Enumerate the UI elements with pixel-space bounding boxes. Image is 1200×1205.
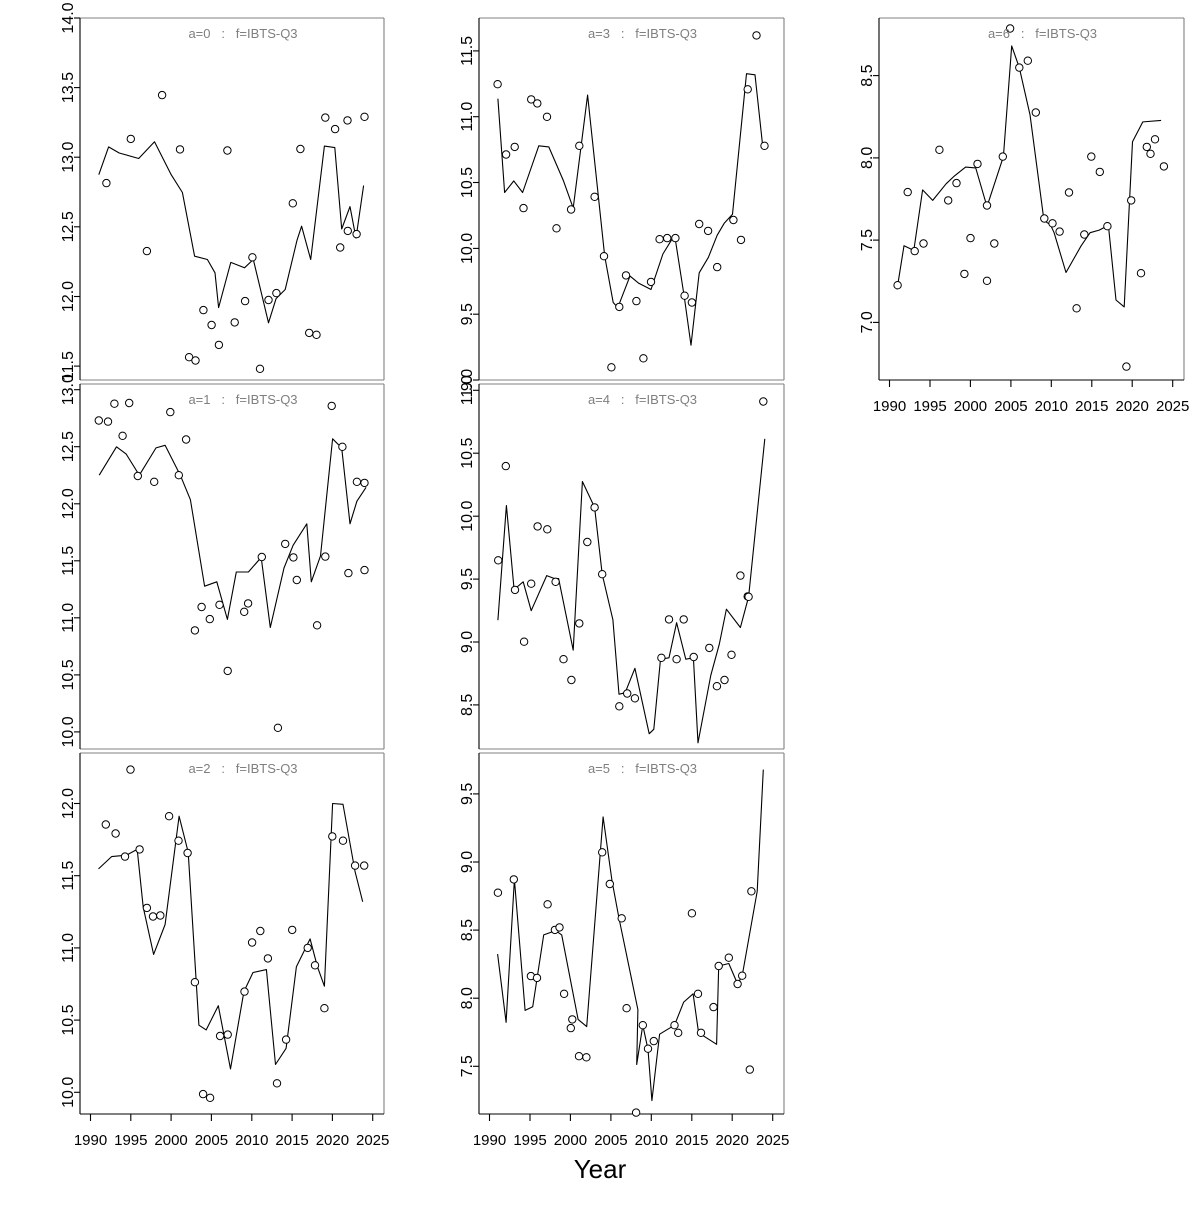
svg-text:9.5: 9.5 bbox=[459, 303, 476, 325]
svg-text:1990: 1990 bbox=[74, 1132, 107, 1149]
svg-text:a=0 : f=IBTS-Q3: a=0 : f=IBTS-Q3 bbox=[188, 26, 297, 41]
svg-text:11.0: 11.0 bbox=[60, 933, 77, 963]
svg-text:2015: 2015 bbox=[675, 1132, 708, 1149]
svg-text:a=5 : f=IBTS-Q3: a=5 : f=IBTS-Q3 bbox=[588, 761, 697, 776]
svg-text:14.0: 14.0 bbox=[60, 2, 77, 33]
svg-text:9.0: 9.0 bbox=[459, 631, 476, 653]
svg-text:7.5: 7.5 bbox=[859, 229, 876, 251]
svg-text:2000: 2000 bbox=[554, 1132, 587, 1149]
svg-text:2025: 2025 bbox=[1156, 398, 1189, 415]
svg-text:11.5: 11.5 bbox=[60, 546, 77, 576]
svg-text:11.0: 11.0 bbox=[60, 603, 77, 633]
svg-text:12.0: 12.0 bbox=[60, 788, 77, 819]
svg-text:1990: 1990 bbox=[873, 398, 906, 415]
svg-text:8.0: 8.0 bbox=[459, 987, 476, 1009]
svg-text:9.5: 9.5 bbox=[459, 568, 476, 590]
svg-text:2025: 2025 bbox=[756, 1132, 789, 1149]
svg-text:a=4 : f=IBTS-Q3: a=4 : f=IBTS-Q3 bbox=[588, 392, 697, 407]
svg-text:12.5: 12.5 bbox=[60, 211, 77, 242]
svg-text:1995: 1995 bbox=[913, 398, 946, 415]
svg-text:a=3 : f=IBTS-Q3: a=3 : f=IBTS-Q3 bbox=[588, 26, 697, 41]
svg-text:10.5: 10.5 bbox=[60, 659, 77, 690]
svg-text:10.0: 10.0 bbox=[459, 501, 476, 532]
svg-text:7.5: 7.5 bbox=[459, 1055, 476, 1077]
svg-text:1995: 1995 bbox=[114, 1132, 147, 1149]
svg-text:13.5: 13.5 bbox=[60, 72, 77, 103]
svg-text:2025: 2025 bbox=[356, 1132, 389, 1149]
svg-text:11.5: 11.5 bbox=[60, 861, 77, 891]
svg-text:2010: 2010 bbox=[1035, 398, 1068, 415]
svg-text:9.5: 9.5 bbox=[459, 783, 476, 805]
svg-text:2005: 2005 bbox=[594, 1132, 627, 1149]
svg-text:12.0: 12.0 bbox=[60, 488, 77, 519]
svg-text:a=1 : f=IBTS-Q3: a=1 : f=IBTS-Q3 bbox=[188, 392, 297, 407]
svg-text:10.5: 10.5 bbox=[459, 167, 476, 198]
svg-text:2010: 2010 bbox=[235, 1132, 268, 1149]
svg-text:10.0: 10.0 bbox=[459, 233, 476, 264]
svg-text:1990: 1990 bbox=[473, 1132, 506, 1149]
svg-text:10.0: 10.0 bbox=[60, 1077, 77, 1108]
svg-text:10.5: 10.5 bbox=[459, 438, 476, 469]
svg-text:2020: 2020 bbox=[1116, 398, 1149, 415]
svg-text:11.5: 11.5 bbox=[459, 36, 476, 66]
svg-text:2000: 2000 bbox=[154, 1132, 187, 1149]
svg-text:10.5: 10.5 bbox=[60, 1004, 77, 1035]
svg-text:12.0: 12.0 bbox=[60, 281, 77, 312]
svg-text:11.0: 11.0 bbox=[459, 102, 476, 132]
svg-text:8.5: 8.5 bbox=[459, 919, 476, 941]
svg-text:a=6 : f=IBTS-Q3: a=6 : f=IBTS-Q3 bbox=[988, 26, 1097, 41]
svg-text:2015: 2015 bbox=[275, 1132, 308, 1149]
svg-text:Year: Year bbox=[574, 1154, 627, 1184]
svg-text:7.0: 7.0 bbox=[859, 311, 876, 333]
svg-text:2015: 2015 bbox=[1075, 398, 1108, 415]
svg-text:a=2 : f=IBTS-Q3: a=2 : f=IBTS-Q3 bbox=[188, 761, 297, 776]
svg-text:11.0: 11.0 bbox=[459, 375, 476, 405]
svg-text:2010: 2010 bbox=[635, 1132, 668, 1149]
svg-text:2005: 2005 bbox=[195, 1132, 228, 1149]
svg-text:8.0: 8.0 bbox=[859, 147, 876, 169]
svg-text:9.0: 9.0 bbox=[459, 851, 476, 873]
svg-text:8.5: 8.5 bbox=[459, 694, 476, 716]
svg-text:2000: 2000 bbox=[954, 398, 987, 415]
svg-text:8.5: 8.5 bbox=[859, 64, 876, 86]
svg-text:2005: 2005 bbox=[994, 398, 1027, 415]
svg-text:12.5: 12.5 bbox=[60, 431, 77, 462]
svg-text:13.0: 13.0 bbox=[60, 374, 77, 405]
svg-text:2020: 2020 bbox=[716, 1132, 749, 1149]
svg-text:1995: 1995 bbox=[513, 1132, 546, 1149]
svg-text:2020: 2020 bbox=[316, 1132, 349, 1149]
svg-text:13.0: 13.0 bbox=[60, 142, 77, 173]
svg-text:10.0: 10.0 bbox=[60, 716, 77, 747]
